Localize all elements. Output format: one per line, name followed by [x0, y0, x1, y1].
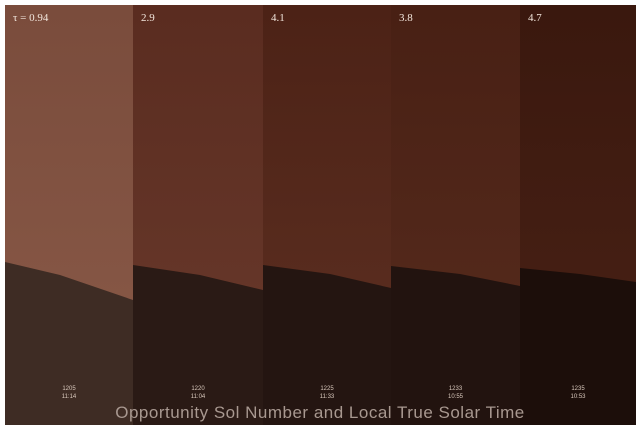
tau-label: τ = 0.94 [13, 12, 49, 24]
panel-ground [133, 265, 263, 425]
tau-label: 4.7 [528, 12, 542, 24]
caption: Opportunity Sol Number and Local True So… [115, 403, 525, 422]
sol-number: 1205 [62, 386, 76, 392]
sol-number: 1235 [571, 386, 585, 392]
sol-number: 1233 [449, 386, 463, 392]
solar-time: 11:33 [320, 394, 335, 400]
sol-number: 1225 [320, 386, 334, 392]
tau-label: 2.9 [141, 12, 155, 24]
tau-label: 4.1 [271, 12, 285, 24]
sol-number: 1220 [191, 386, 205, 392]
solar-time: 10:53 [570, 394, 586, 400]
panels [5, 5, 636, 425]
panel-ground [5, 262, 133, 425]
solar-time: 11:04 [191, 394, 206, 400]
tau-label: 3.8 [399, 12, 413, 24]
panel-ground [263, 265, 391, 425]
solar-time: 11:14 [62, 394, 77, 400]
labels: τ = 0.94 1205 11:14 2.9 1220 11:04 4.1 1225 11:3… [13, 12, 586, 400]
solar-time: 10:55 [448, 394, 464, 400]
panel-ground [391, 266, 520, 425]
panel-ground [520, 268, 636, 425]
